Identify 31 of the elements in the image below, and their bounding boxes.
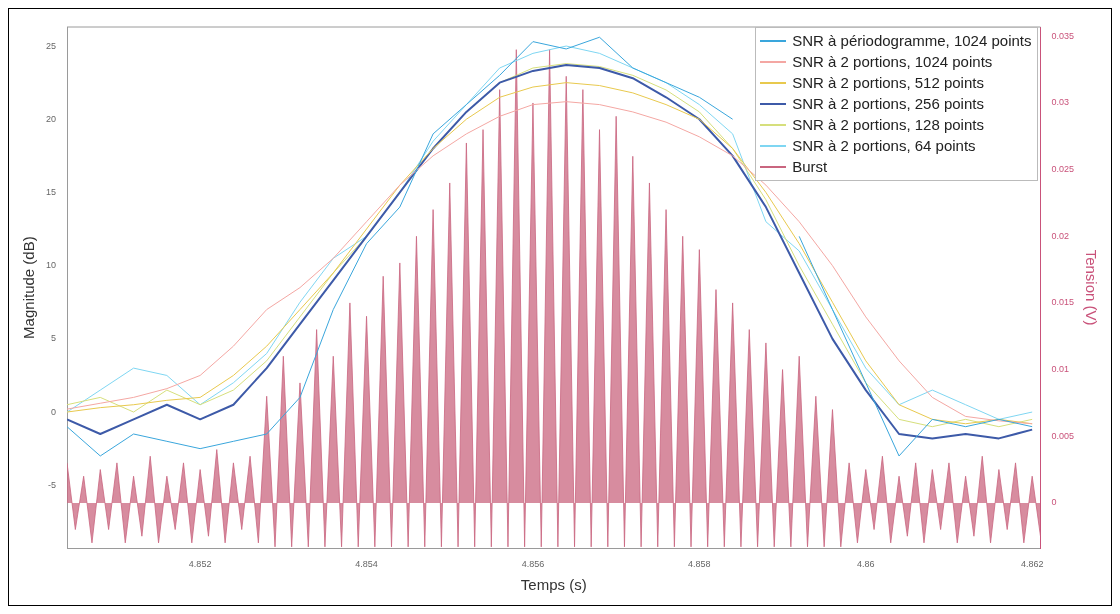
x-tick-label: 4.862 (1020, 559, 1044, 570)
x-tick-label: 4.858 (688, 559, 711, 570)
legend-label: Burst (792, 157, 828, 177)
y2-tick-label: 0.01 (1051, 364, 1070, 375)
legend-label: SNR à 2 portions, 128 points (792, 115, 984, 135)
y2-tick-label: 0.02 (1051, 230, 1070, 241)
x-tick-label: 4.856 (521, 559, 545, 570)
y2-tick-label: 0.03 (1051, 97, 1070, 108)
y2-tick-label: 0.025 (1051, 164, 1075, 175)
legend-label: SNR à 2 portions, 64 points (792, 136, 976, 156)
y-tick-label: 0 (51, 406, 57, 417)
legend-label: SNR à 2 portions, 256 points (792, 94, 984, 114)
y-tick-label: 15 (46, 186, 57, 197)
y2-tick-label: 0.035 (1051, 30, 1075, 41)
x-tick-label: 4.852 (188, 559, 212, 570)
y2-tick-label: 0.005 (1051, 430, 1075, 441)
x-axis-title: Temps (s) (520, 576, 587, 594)
y-tick-label: 10 (46, 260, 57, 271)
y-tick-label: 5 (51, 333, 57, 344)
y-tick-label: 20 (46, 113, 57, 124)
legend-label: SNR à 2 portions, 512 points (792, 73, 984, 93)
x-tick-label: 4.86 (856, 559, 875, 570)
y-tick-label: 25 (46, 40, 57, 51)
legend-label: SNR à 2 portions, 1024 points (792, 52, 993, 72)
y2-tick-label: 0 (1051, 497, 1057, 508)
y2-axis-title: Tension (V) (1082, 249, 1100, 326)
y-axis-title: Magnitude (dB) (20, 236, 38, 339)
y2-tick-label: 0.015 (1051, 297, 1075, 308)
y-tick-label: -5 (48, 479, 57, 490)
legend-label: SNR à périodogramme, 1024 points (792, 31, 1032, 51)
x-tick-label: 4.854 (355, 559, 378, 570)
